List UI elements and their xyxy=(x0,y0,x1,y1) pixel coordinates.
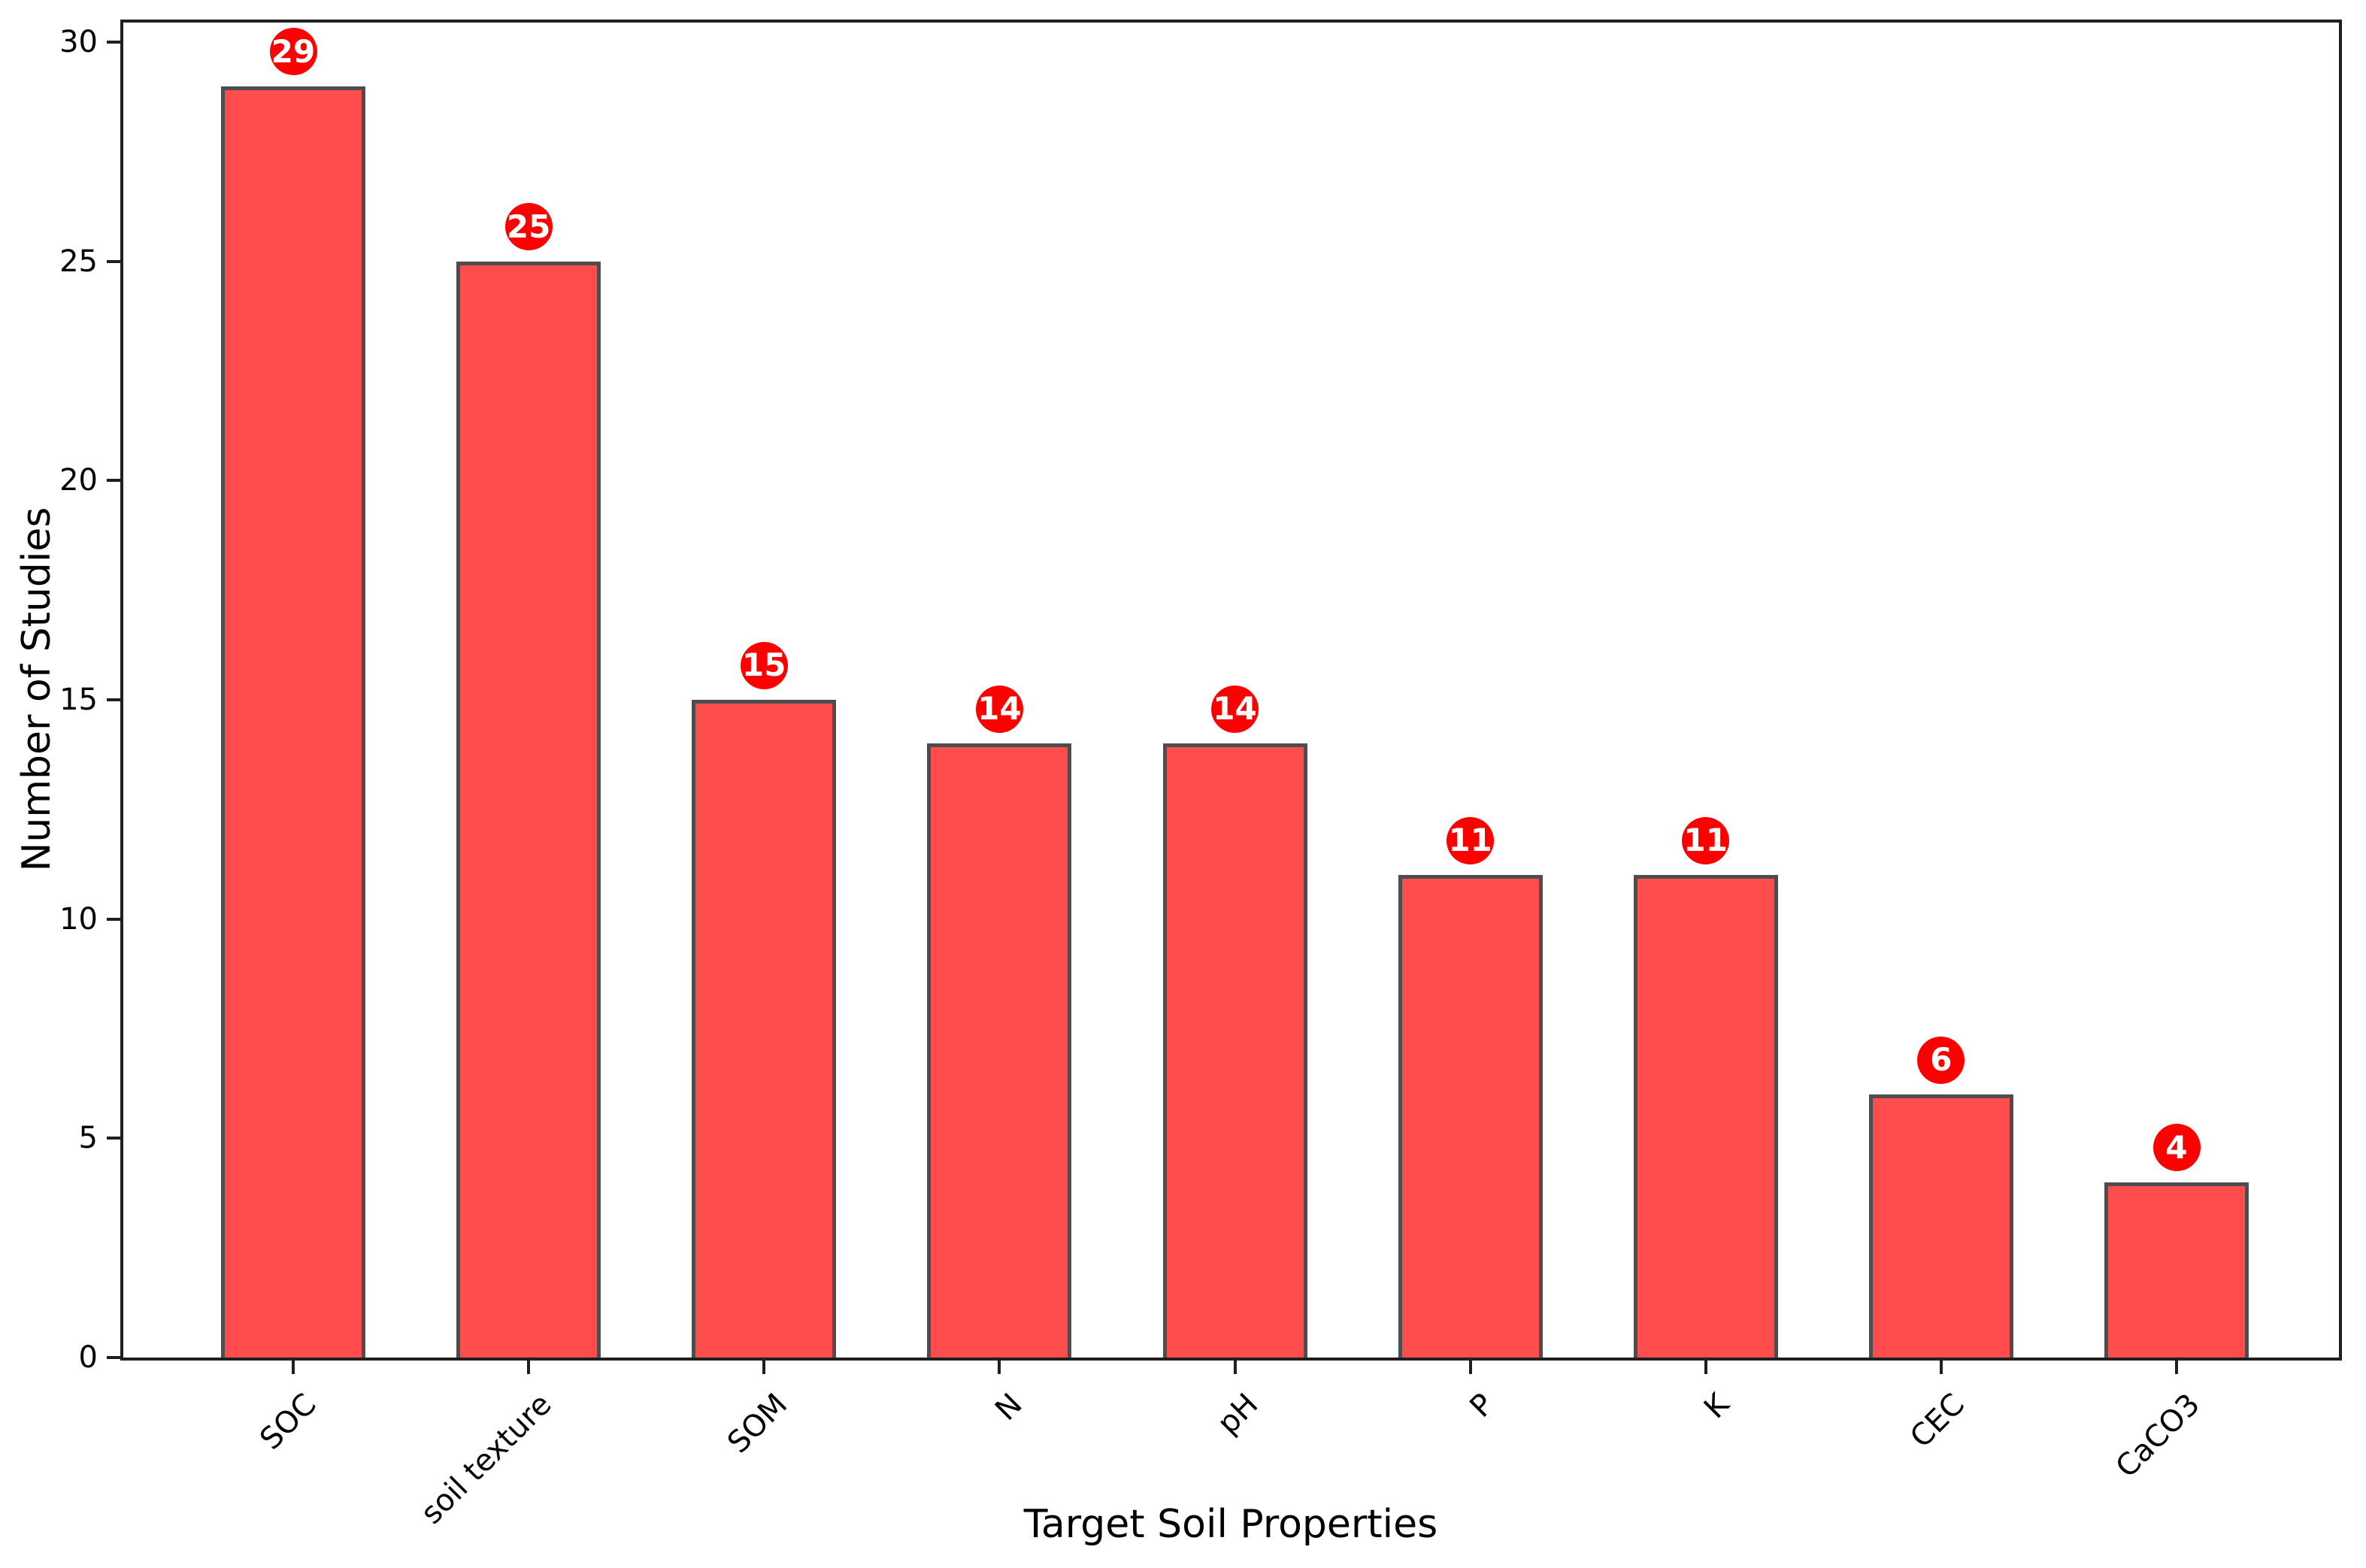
bar xyxy=(1868,1094,2013,1358)
x-tick-label: SOC xyxy=(253,1387,323,1457)
x-tick-mark xyxy=(1468,1361,1472,1374)
y-tick-mark xyxy=(107,1137,120,1140)
x-tick-label: CaCO3 xyxy=(2109,1387,2207,1485)
bar xyxy=(1162,743,1307,1358)
x-tick-mark xyxy=(998,1361,1001,1374)
y-tick-mark xyxy=(107,1356,120,1359)
x-axis-label: Target Soil Properties xyxy=(1023,1502,1438,1547)
bar-value-badge: 11 xyxy=(1682,816,1730,864)
y-tick-label: 15 xyxy=(59,683,98,718)
bar-value-badge: 14 xyxy=(1211,685,1259,733)
y-tick-mark xyxy=(107,41,120,44)
x-tick-label: N xyxy=(989,1387,1030,1427)
bar-value-badge: 6 xyxy=(1917,1036,1965,1084)
x-tick-label: K xyxy=(1697,1387,1736,1426)
x-tick-mark xyxy=(1939,1361,1943,1374)
y-tick-label: 20 xyxy=(59,463,98,498)
x-tick-mark xyxy=(762,1361,766,1374)
y-tick-mark xyxy=(107,259,120,263)
x-tick-label: P xyxy=(1462,1387,1501,1424)
y-tick-mark xyxy=(107,917,120,921)
bar xyxy=(1398,875,1543,1358)
bar xyxy=(456,261,601,1358)
bar xyxy=(692,700,837,1358)
y-tick-label: 10 xyxy=(59,901,98,937)
bar xyxy=(1633,875,1778,1358)
bar-value-badge: 25 xyxy=(504,203,553,251)
x-tick-mark xyxy=(2175,1361,2178,1374)
y-tick-label: 0 xyxy=(78,1340,98,1375)
x-tick-label: pH xyxy=(1210,1387,1265,1442)
y-tick-label: 25 xyxy=(59,244,98,279)
x-tick-mark xyxy=(1233,1361,1237,1374)
bar-value-badge: 14 xyxy=(975,685,1023,733)
x-tick-label: soil texture xyxy=(414,1387,559,1531)
x-tick-label: CEC xyxy=(1903,1387,1971,1455)
bar xyxy=(927,743,1072,1358)
bar xyxy=(2104,1182,2249,1358)
x-tick-mark xyxy=(292,1361,295,1374)
x-tick-mark xyxy=(527,1361,531,1374)
bar xyxy=(221,86,365,1358)
bar-value-badge: 11 xyxy=(1447,816,1495,864)
x-tick-mark xyxy=(1704,1361,1707,1374)
bar-value-badge: 15 xyxy=(740,641,788,689)
y-tick-label: 30 xyxy=(59,25,98,60)
bar-value-badge: 29 xyxy=(269,28,317,76)
x-tick-label: SOM xyxy=(720,1387,795,1461)
y-tick-label: 5 xyxy=(78,1121,98,1156)
y-tick-mark xyxy=(107,698,120,702)
bar-value-badge: 4 xyxy=(2152,1124,2201,1172)
y-tick-mark xyxy=(107,479,120,483)
